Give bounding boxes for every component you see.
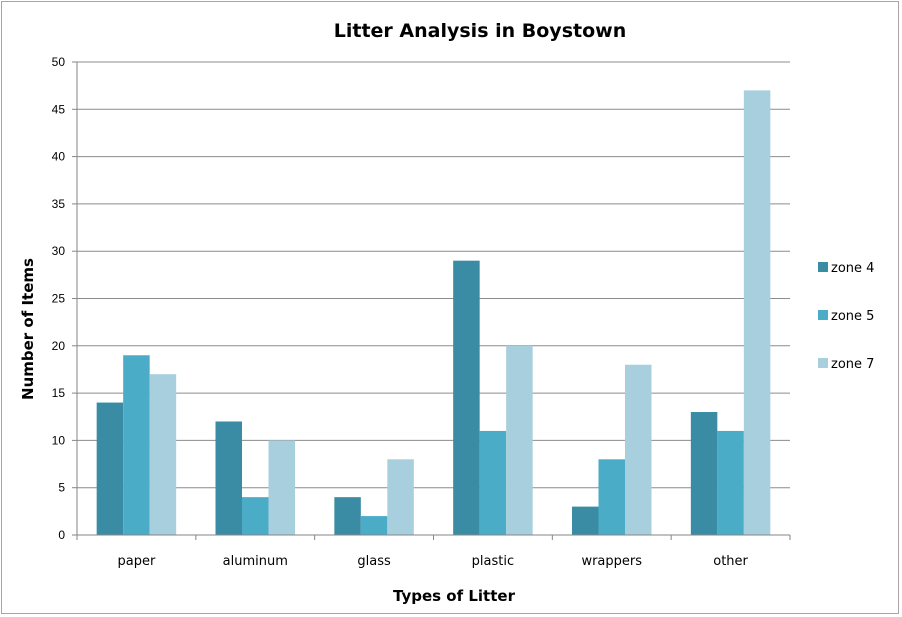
gridlines [77, 61, 790, 489]
bar-zone-4-glass [334, 497, 361, 535]
legend-label: zone 4 [831, 261, 874, 276]
bar-zone-4-aluminum [215, 421, 242, 535]
y-tick-label: 45 [52, 102, 66, 116]
legend-label: zone 7 [831, 357, 874, 372]
bar-zone-5-other [717, 430, 744, 535]
x-tick-label: plastic [472, 554, 514, 569]
bar-zone-4-plastic [453, 260, 480, 535]
bar-zone-5-plastic [479, 430, 507, 535]
legend-swatch [818, 262, 828, 272]
x-tick-label: other [713, 554, 748, 569]
y-axis-ticks: 0 5 10 15 20 25 30 35 40 45 50 [52, 55, 77, 542]
y-tick-label: 25 [52, 292, 66, 306]
chart-title: Litter Analysis in Boystown [334, 20, 626, 42]
legend-swatch [818, 358, 828, 368]
bar-zone-7-other [743, 90, 771, 535]
legend-label: zone 5 [831, 309, 874, 324]
bar-zone-7-glass [387, 459, 414, 535]
bar-zone-5-paper [123, 355, 150, 535]
x-axis-ticks: paper aluminum glass plastic wrappers other [76, 535, 791, 569]
bar-zone-7-paper [149, 374, 177, 535]
y-tick-label: 0 [58, 528, 65, 542]
bar-zone-7-plastic [506, 345, 533, 535]
bar-zone-4-wrappers [572, 506, 599, 535]
bar-zone-5-glass [360, 516, 388, 535]
x-tick-label: aluminum [223, 554, 288, 569]
y-tick-label: 5 [58, 481, 65, 495]
y-tick-label: 35 [52, 197, 66, 211]
y-tick-label: 20 [52, 339, 66, 353]
x-tick-label: wrappers [581, 554, 642, 569]
y-tick-label: 10 [52, 433, 66, 447]
bar-zone-7-wrappers [625, 364, 652, 535]
x-tick-label: glass [357, 554, 391, 569]
bar-zone-7-aluminum [268, 440, 295, 535]
legend-swatch [818, 310, 828, 320]
y-axis-title: Number of Items [19, 258, 37, 400]
y-tick-label: 30 [52, 244, 66, 258]
bar-zone-5-wrappers [598, 459, 625, 535]
y-tick-label: 50 [52, 55, 66, 69]
x-axis-title: Types of Litter [393, 587, 516, 605]
bar-zone-5-aluminum [242, 497, 269, 535]
y-tick-label: 40 [52, 150, 66, 164]
y-tick-label: 15 [52, 386, 66, 400]
x-tick-label: paper [118, 554, 156, 569]
legend: zone 4 zone 5 zone 7 [818, 261, 874, 372]
bar-zone-4-other [690, 412, 718, 535]
bar-zone-4-paper [96, 402, 124, 535]
bars [96, 90, 771, 535]
